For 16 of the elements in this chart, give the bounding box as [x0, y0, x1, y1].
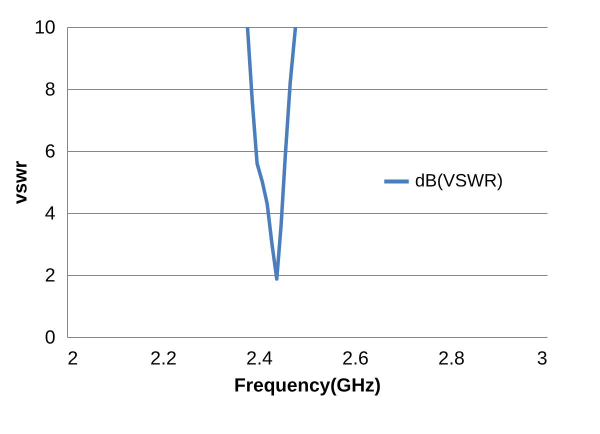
legend-label: dB(VSWR) [415, 170, 504, 190]
x-axis-title: Frequency(GHz) [234, 376, 381, 396]
y-axis-title: vswr [10, 160, 32, 204]
line-series [246, 27, 298, 281]
x-tick-label: 2.4 [246, 348, 274, 370]
x-tick-label: 3 [536, 348, 548, 370]
x-tick-label: 2.6 [342, 348, 369, 370]
y-tick-label: 2 [44, 266, 56, 286]
y-tick-label: 0 [44, 328, 56, 348]
y-tick-label: 10 [34, 18, 56, 38]
y-tick-label: 4 [44, 204, 56, 224]
y-tick-label: 8 [44, 80, 56, 100]
x-tick-label: 2.2 [150, 348, 177, 370]
x-tick-label: 2.8 [438, 348, 465, 370]
y-tick-label: 6 [44, 142, 56, 162]
x-tick-label: 2 [68, 348, 78, 370]
